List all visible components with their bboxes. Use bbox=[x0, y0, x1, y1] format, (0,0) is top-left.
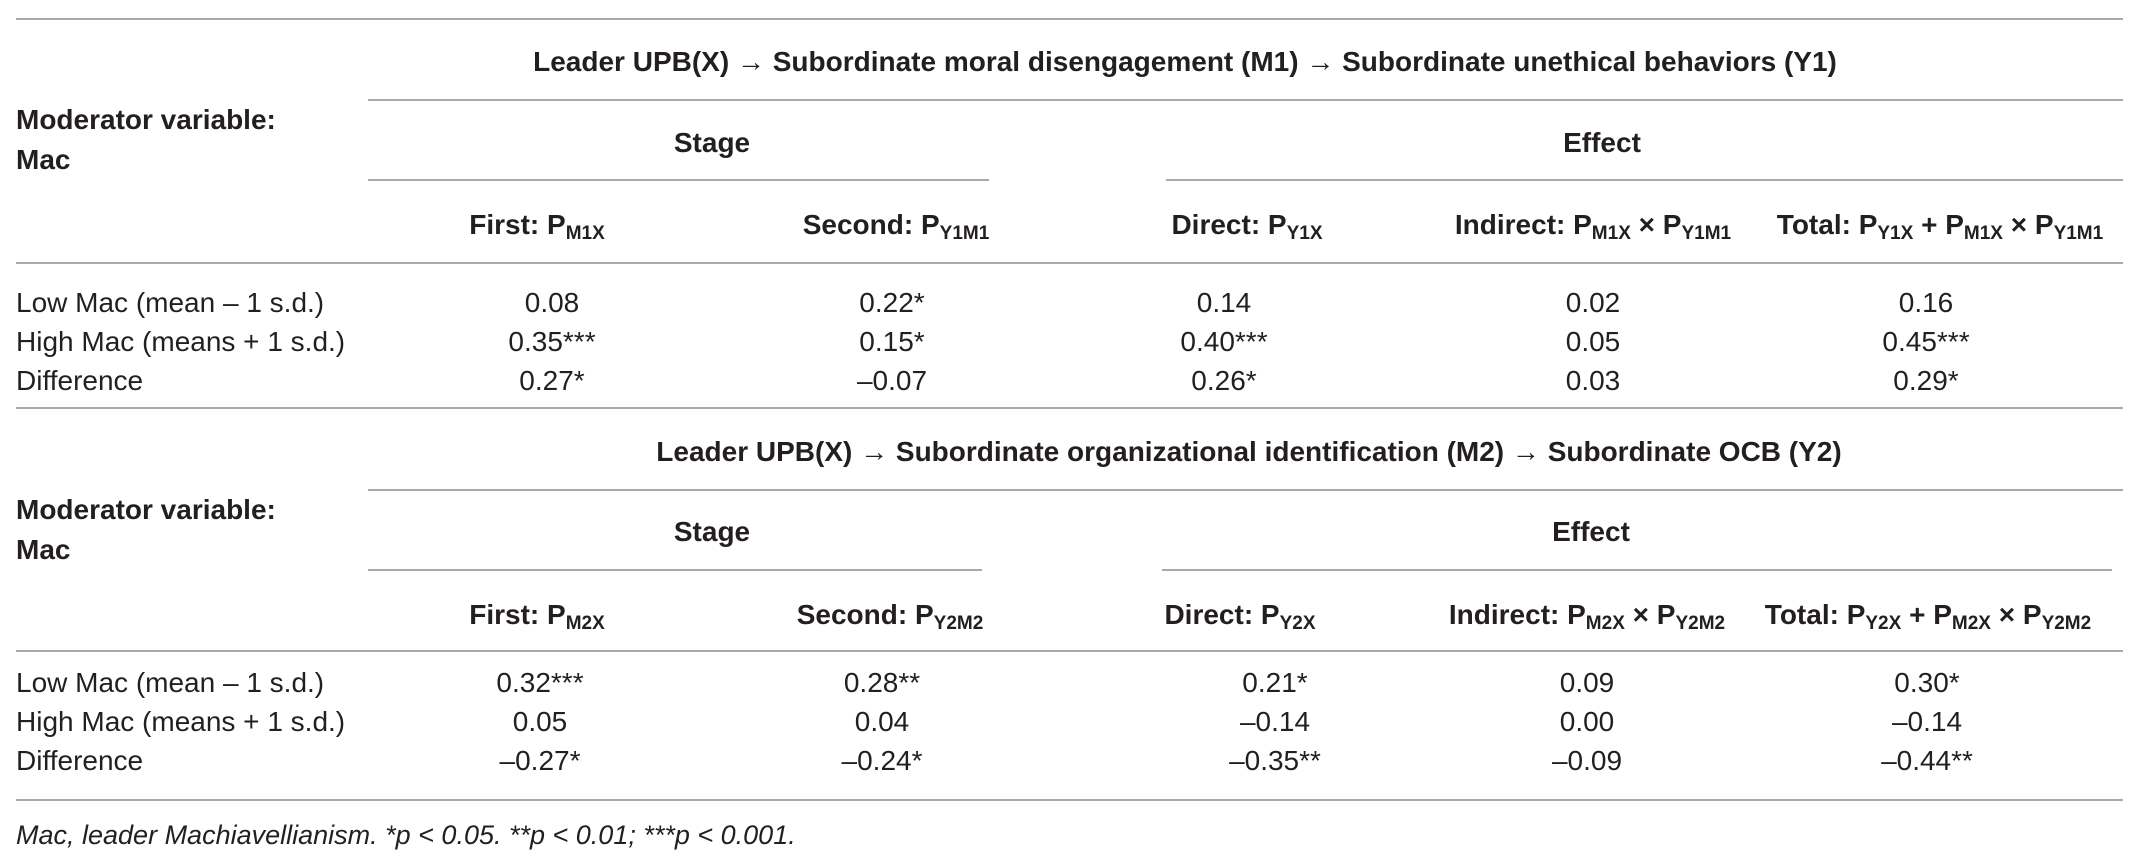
panel-title: Leader UPB(X) → Subordinate organization… bbox=[656, 436, 1842, 467]
panel-divider-rule bbox=[16, 407, 2123, 409]
table-cell: 0.14 bbox=[1196, 287, 1252, 318]
header-rule bbox=[16, 262, 2123, 264]
column-header: First: PM2X bbox=[469, 599, 605, 634]
stage-rule bbox=[368, 179, 989, 181]
table-cell: –0.14 bbox=[1891, 706, 1963, 737]
table-cell: 0.05 bbox=[1565, 326, 1621, 357]
column-header: Direct: PY2X bbox=[1164, 599, 1316, 634]
group-header-effect: Effect bbox=[1563, 127, 1641, 158]
table-cell: 0.02 bbox=[1565, 287, 1621, 318]
column-header: Direct: PY1X bbox=[1171, 209, 1323, 244]
table-cell: 0.27* bbox=[519, 365, 585, 396]
title-rule bbox=[368, 489, 2123, 491]
stage-rule bbox=[368, 569, 982, 571]
table-cell: –0.07 bbox=[856, 365, 928, 396]
table-cell: 0.35*** bbox=[508, 326, 596, 357]
moderator-label: Moderator variable: Mac bbox=[16, 494, 276, 565]
panel-title: Leader UPB(X) → Subordinate moral diseng… bbox=[533, 46, 1837, 77]
table-cell: 0.30* bbox=[1894, 667, 1960, 698]
column-header: Second: PY2M2 bbox=[796, 599, 984, 634]
table-cell: 0.15* bbox=[859, 326, 925, 357]
row-label: Low Mac (mean – 1 s.d.) bbox=[16, 667, 325, 698]
table-cell: –0.35** bbox=[1229, 745, 1321, 776]
table-cell: 0.45*** bbox=[1882, 326, 1970, 357]
table-cell: 0.00 bbox=[1559, 706, 1615, 737]
group-header-stage: Stage bbox=[673, 516, 751, 547]
table-cell: –0.44** bbox=[1881, 745, 1973, 776]
column-header: Total: PY2X + PM2X × PY2M2 bbox=[1764, 599, 2092, 634]
title-rule bbox=[368, 99, 2123, 101]
effect-rule bbox=[1166, 179, 2123, 181]
table-cell: 0.22* bbox=[859, 287, 925, 318]
column-header: Second: PY1M1 bbox=[802, 209, 990, 244]
table-cell: 0.03 bbox=[1565, 365, 1621, 396]
moderator-label: Moderator variable: Mac bbox=[16, 104, 276, 175]
table-cell: 0.32*** bbox=[496, 667, 584, 698]
row-label: Difference bbox=[16, 365, 144, 396]
table-cell: –0.09 bbox=[1551, 745, 1623, 776]
table-cell: 0.28** bbox=[843, 667, 921, 698]
table-cell: 0.04 bbox=[854, 706, 910, 737]
row-label: Difference bbox=[16, 745, 144, 776]
table-cell: –0.24* bbox=[841, 745, 923, 776]
table-top-rule bbox=[16, 18, 2123, 20]
table-cell: 0.21* bbox=[1242, 667, 1308, 698]
table-cell: 0.16 bbox=[1898, 287, 1954, 318]
row-label: High Mac (means + 1 s.d.) bbox=[16, 326, 346, 357]
column-header: Total: PY1X + PM1X × PY1M1 bbox=[1776, 209, 2104, 244]
group-header-stage: Stage bbox=[673, 127, 751, 158]
table-cell: –0.14 bbox=[1239, 706, 1311, 737]
effect-rule bbox=[1162, 569, 2112, 571]
table-cell: 0.29* bbox=[1893, 365, 1959, 396]
table-footnote: Mac, leader Machiavellianism. *p < 0.05.… bbox=[16, 820, 796, 850]
header-rule bbox=[16, 650, 2123, 652]
group-header-effect: Effect bbox=[1552, 516, 1630, 547]
table-cell: 0.08 bbox=[524, 287, 580, 318]
table-cell: 0.26* bbox=[1191, 365, 1257, 396]
table-cell: 0.09 bbox=[1559, 667, 1615, 698]
column-header: First: PM1X bbox=[469, 209, 605, 244]
column-header: Indirect: PM1X × PY1M1 bbox=[1454, 209, 1732, 244]
table-bottom-rule bbox=[16, 799, 2123, 801]
table-cell: 0.40*** bbox=[1180, 326, 1268, 357]
row-label: Low Mac (mean – 1 s.d.) bbox=[16, 287, 325, 318]
row-label: High Mac (means + 1 s.d.) bbox=[16, 706, 346, 737]
table-cell: –0.27* bbox=[499, 745, 581, 776]
table-cell: 0.05 bbox=[512, 706, 568, 737]
column-header: Indirect: PM2X × PY2M2 bbox=[1448, 599, 1726, 634]
